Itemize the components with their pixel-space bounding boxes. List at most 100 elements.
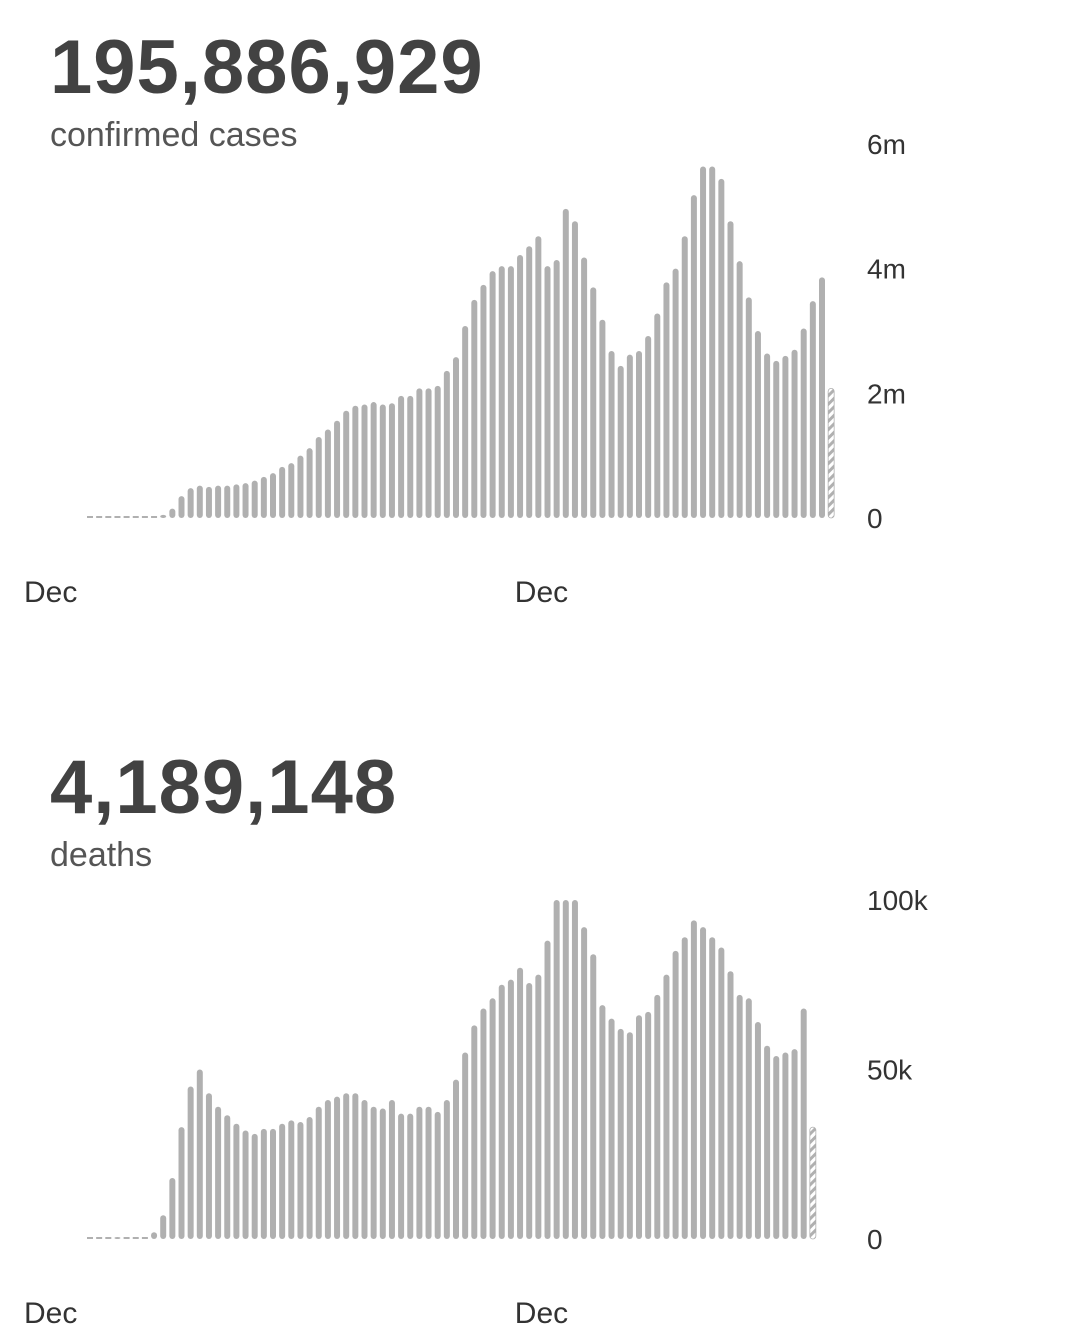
cases-bar <box>196 485 203 518</box>
deaths-total: 4,189,148 <box>50 745 398 830</box>
cases-bar <box>324 429 331 518</box>
deaths-bar <box>690 920 697 1239</box>
cases-bar <box>105 516 112 518</box>
deaths-bar <box>636 1015 642 1239</box>
cases-bar <box>489 271 496 518</box>
cases-bar <box>599 319 606 518</box>
deaths-bar <box>800 1008 807 1239</box>
cases-bar <box>169 508 176 518</box>
deaths-bar <box>160 1215 167 1239</box>
deaths-partial-bar <box>809 1126 817 1240</box>
cases-bar <box>498 266 505 518</box>
cases-y-tick-label: 4m <box>867 254 906 285</box>
deaths-bar <box>205 1093 212 1239</box>
deaths-bar <box>306 1116 313 1239</box>
deaths-panel: 4,189,148 deaths 0 50k 100k Dec Dec <box>0 720 1080 1341</box>
cases-x-tick-label: Dec <box>515 576 568 609</box>
cases-bar <box>205 486 212 518</box>
deaths-bar <box>279 1123 286 1239</box>
cases-bar <box>114 516 121 518</box>
deaths-bar <box>736 994 743 1239</box>
cases-bar <box>526 246 533 518</box>
deaths-bar <box>416 1106 423 1239</box>
deaths-bar <box>498 984 505 1239</box>
deaths-bar <box>87 1237 93 1239</box>
deaths-bar <box>590 954 597 1239</box>
deaths-bar <box>443 1100 450 1239</box>
deaths-bar <box>398 1113 405 1239</box>
cases-bar <box>416 388 423 518</box>
deaths-bar <box>754 1022 761 1239</box>
cases-bar <box>773 360 780 518</box>
deaths-bar <box>654 994 661 1239</box>
cases-bar <box>297 455 304 518</box>
cases-bar <box>800 328 807 518</box>
cases-bar <box>361 404 368 518</box>
cases-bar <box>215 485 222 518</box>
deaths-bar <box>388 1100 395 1239</box>
cases-bar <box>407 395 414 518</box>
deaths-x-tick-label: Dec <box>24 1297 77 1330</box>
deaths-bar <box>270 1128 276 1239</box>
cases-bar <box>251 480 258 518</box>
cases-bar <box>270 473 276 518</box>
deaths-bar <box>224 1115 231 1239</box>
deaths-bar <box>462 1052 469 1239</box>
cases-panel: 195,886,929 confirmed cases 0 2m 4m 6m Dec De… <box>0 0 1080 640</box>
deaths-bar <box>105 1237 112 1239</box>
deaths-bar <box>114 1236 121 1239</box>
cases-bar <box>745 297 752 518</box>
deaths-bar <box>562 900 569 1239</box>
deaths-bar <box>297 1122 304 1239</box>
deaths-bar <box>709 937 716 1239</box>
cases-bar <box>553 259 560 518</box>
cases-bar <box>151 516 158 518</box>
cases-bar <box>388 403 395 518</box>
cases-bar <box>443 370 450 518</box>
deaths-bar <box>407 1113 414 1239</box>
cases-label: confirmed cases <box>50 116 298 154</box>
deaths-bar <box>434 1111 441 1239</box>
cases-bar <box>425 388 432 518</box>
cases-y-tick-label: 6m <box>867 129 906 160</box>
cases-bar <box>571 221 578 518</box>
cases-total: 195,886,929 <box>50 25 484 110</box>
deaths-bar <box>343 1093 350 1239</box>
deaths-bar <box>663 974 670 1239</box>
deaths-bar <box>681 937 688 1239</box>
deaths-bar <box>315 1106 322 1239</box>
deaths-bar <box>123 1237 130 1239</box>
deaths-bar <box>571 900 578 1239</box>
deaths-bar <box>187 1086 194 1239</box>
cases-bar <box>132 516 139 518</box>
cases-bar <box>453 357 459 518</box>
cases-bar <box>727 221 734 518</box>
deaths-y-tick-label: 0 <box>867 1224 883 1255</box>
cases-bar <box>260 476 267 518</box>
cases-bar <box>544 266 551 518</box>
deaths-bar <box>526 983 533 1239</box>
deaths-bar <box>599 1005 606 1239</box>
deaths-bar <box>96 1237 103 1239</box>
cases-bar <box>517 254 524 518</box>
cases-bar <box>718 178 725 518</box>
deaths-chart: 0 50k 100k Dec Dec <box>24 885 929 1330</box>
cases-bar <box>608 350 615 518</box>
cases-bar <box>306 448 313 518</box>
cases-bar <box>507 266 514 518</box>
deaths-bar <box>334 1096 341 1239</box>
cases-bar <box>581 257 588 518</box>
deaths-bar <box>471 1025 478 1239</box>
deaths-bar <box>544 940 551 1239</box>
cases-bar <box>819 277 825 518</box>
cases-bar <box>645 335 652 518</box>
cases-bar <box>233 484 240 518</box>
cases-x-tick-label: Dec <box>24 576 77 609</box>
deaths-bar <box>370 1106 377 1239</box>
cases-bar <box>123 516 130 518</box>
cases-chart: 0 2m 4m 6m Dec Dec <box>24 129 906 609</box>
deaths-bar <box>169 1177 176 1239</box>
cases-bar <box>343 410 350 518</box>
cases-bar <box>700 166 707 518</box>
deaths-bar <box>727 971 734 1239</box>
